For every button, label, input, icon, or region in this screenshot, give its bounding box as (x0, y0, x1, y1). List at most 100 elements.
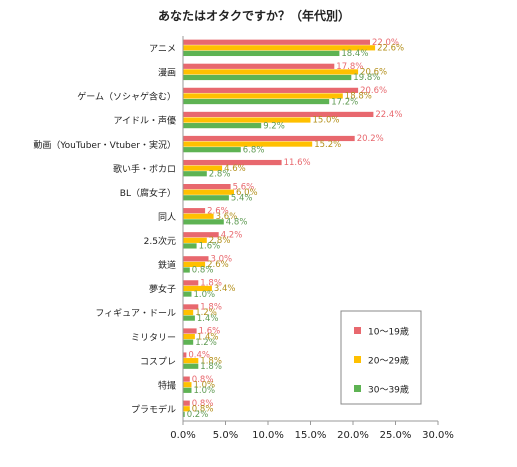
category-label: 特撮 (158, 379, 176, 391)
x-tick-label: 10.0% (252, 430, 284, 441)
bar-3 (183, 219, 224, 225)
bar-1 (183, 63, 335, 69)
category-label: コスプレ (140, 356, 176, 367)
bar-1 (183, 111, 374, 118)
value-label: 15.2% (314, 140, 341, 150)
bar-1 (183, 208, 206, 214)
bar-3 (183, 291, 192, 297)
value-label: 0.8% (192, 375, 214, 385)
value-label: 1.4% (197, 314, 219, 324)
legend-label: 10～19歳 (368, 326, 409, 338)
value-label: 20.6% (360, 86, 387, 96)
category-label: 2.5次元 (144, 235, 176, 247)
legend-swatch (354, 327, 361, 334)
value-label: 6.0% (236, 188, 258, 198)
bar-1 (183, 232, 219, 238)
bar-2 (183, 406, 190, 412)
value-label: 15.0% (313, 116, 340, 126)
value-label: 1.6% (199, 327, 221, 337)
value-label: 1.2% (195, 308, 217, 318)
value-label: 5.4% (231, 194, 253, 204)
legend-label: 30～39歳 (368, 384, 409, 396)
category-label: 漫画 (158, 67, 176, 79)
legend-swatch (354, 385, 361, 392)
value-label: 1.0% (194, 290, 216, 300)
bar-2 (183, 333, 195, 340)
value-label: 1.6% (199, 242, 221, 252)
bar-2 (183, 213, 214, 219)
value-label: 22.6% (377, 44, 404, 54)
value-label: 2.6% (207, 206, 229, 216)
value-label: 5.6% (233, 182, 255, 192)
bar-1 (183, 328, 197, 334)
value-label: 20.6% (360, 68, 387, 78)
category-label: ゲーム（ソシャゲ含む） (77, 91, 176, 103)
category-label: 同人 (158, 212, 176, 223)
x-tick-label: 30.0% (422, 430, 454, 441)
value-label: 1.8% (200, 279, 222, 289)
bar-3 (183, 411, 185, 417)
bar-3 (183, 195, 229, 201)
bar-2 (183, 93, 343, 99)
x-tick-label: 25.0% (380, 430, 412, 441)
value-label: 0.8% (192, 399, 214, 409)
category-label: フィギュア・ドール (95, 308, 176, 319)
bar-1 (183, 184, 231, 190)
bar-2 (183, 189, 234, 195)
value-label: 1.0% (194, 386, 216, 396)
bar-3 (183, 74, 352, 81)
bar-3 (183, 243, 197, 249)
value-label: 3.0% (211, 254, 233, 264)
bar-3 (183, 50, 340, 57)
bar-3 (183, 171, 207, 177)
value-label: 17.8% (336, 62, 363, 72)
bar-3 (183, 363, 199, 369)
value-label: 0.4% (188, 351, 210, 361)
value-label: 0.2% (187, 410, 209, 420)
bar-3 (183, 315, 195, 321)
legend-label: 20～29歳 (368, 355, 409, 367)
x-tick-label: 5.0% (213, 430, 238, 441)
value-label: 20.2% (357, 134, 384, 144)
bar-3 (183, 147, 241, 153)
bar-1 (183, 159, 282, 166)
value-label: 6.8% (243, 145, 265, 155)
chart-title: あなたはオタクですか？（年代別） (158, 8, 350, 23)
category-label: BL（腐女子） (120, 187, 176, 199)
value-label: 2.8% (209, 169, 231, 179)
bar-1 (183, 376, 190, 382)
bar-2 (183, 309, 194, 316)
value-label: 1.8% (200, 362, 222, 372)
value-label: 17.2% (331, 97, 358, 107)
value-label: 4.2% (221, 230, 243, 240)
value-label: 1.4% (197, 332, 219, 342)
category-label: 夢女子 (149, 283, 176, 295)
category-label: プラモデル (131, 403, 176, 415)
value-label: 11.6% (284, 158, 311, 168)
bar-2 (183, 261, 206, 267)
bar-3 (183, 123, 262, 129)
value-label: 19.8% (353, 73, 380, 83)
bar-3 (183, 339, 194, 345)
bar-2 (183, 382, 192, 388)
value-label: 18.4% (341, 49, 368, 59)
bar-2 (183, 165, 223, 171)
bar-1 (183, 135, 355, 142)
category-label: アイドル・声優 (113, 115, 176, 127)
bar-1 (183, 256, 209, 262)
value-label: 2.6% (207, 260, 229, 270)
category-label: ミリタリー (131, 332, 176, 343)
category-label: 歌い手・ボカロ (113, 163, 176, 175)
bar-2 (183, 358, 199, 364)
value-label: 0.8% (192, 266, 214, 276)
value-label: 1.8% (200, 356, 222, 366)
value-label: 22.4% (375, 110, 402, 120)
category-label: 鉄道 (158, 259, 176, 271)
bar-2 (183, 141, 313, 147)
bar-1 (183, 352, 187, 358)
value-label: 3.6% (216, 212, 238, 222)
bar-3 (183, 267, 190, 273)
category-label: 動画（YouTuber・Vtuber・実況） (33, 139, 176, 151)
